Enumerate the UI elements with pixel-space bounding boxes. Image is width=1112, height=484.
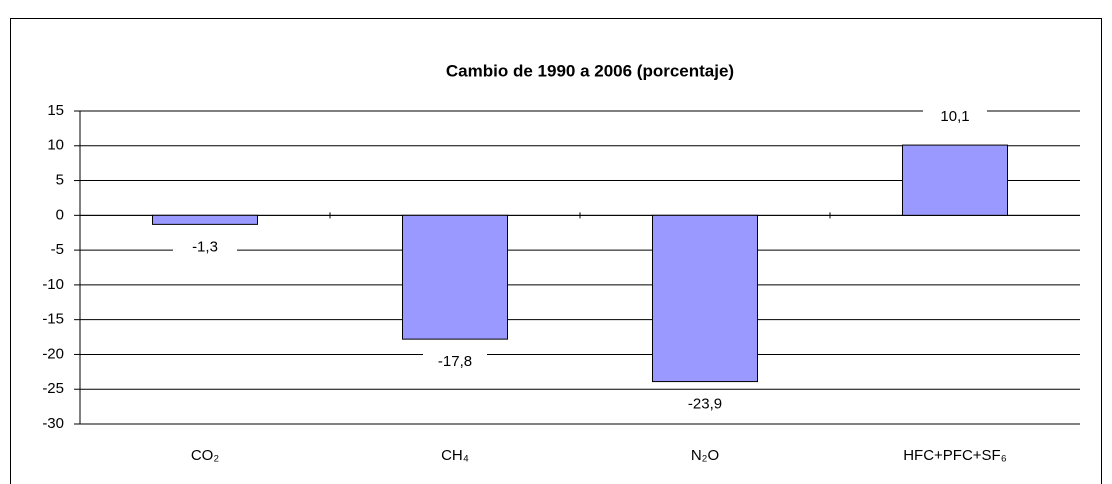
y-tick-label: 15 <box>47 102 64 119</box>
value-label-bg <box>173 233 237 262</box>
x-tick-label: HFC+PFC+SF₆ <box>903 447 1007 464</box>
x-tick-label: CO₂ <box>191 447 220 464</box>
y-tick-label: -10 <box>42 276 64 293</box>
x-tick-label: CH₄ <box>441 447 469 464</box>
y-tick-label: 0 <box>56 206 64 223</box>
y-tick-label: -15 <box>42 311 64 328</box>
value-label-bg <box>923 103 987 132</box>
y-tick-label: -20 <box>42 345 64 362</box>
y-tick-label: 5 <box>56 172 64 189</box>
chart-title: Cambio de 1990 a 2006 (porcentaje) <box>446 61 734 80</box>
y-tick-label: -25 <box>42 380 64 397</box>
x-tick-label: N₂O <box>691 447 719 464</box>
bar <box>402 214 508 340</box>
value-label-bg <box>673 390 737 419</box>
y-tick-label: -30 <box>42 415 64 432</box>
value-label-bg <box>423 348 487 377</box>
value-label: 10,1 <box>940 108 969 125</box>
value-label: -23,9 <box>688 396 722 413</box>
bar <box>652 214 758 383</box>
y-tick-label: -5 <box>51 241 64 258</box>
y-tick-label: 10 <box>47 137 64 154</box>
bar <box>902 144 1008 216</box>
value-label: -17,8 <box>438 353 472 370</box>
bar <box>152 214 258 225</box>
value-label: -1,3 <box>192 238 218 255</box>
